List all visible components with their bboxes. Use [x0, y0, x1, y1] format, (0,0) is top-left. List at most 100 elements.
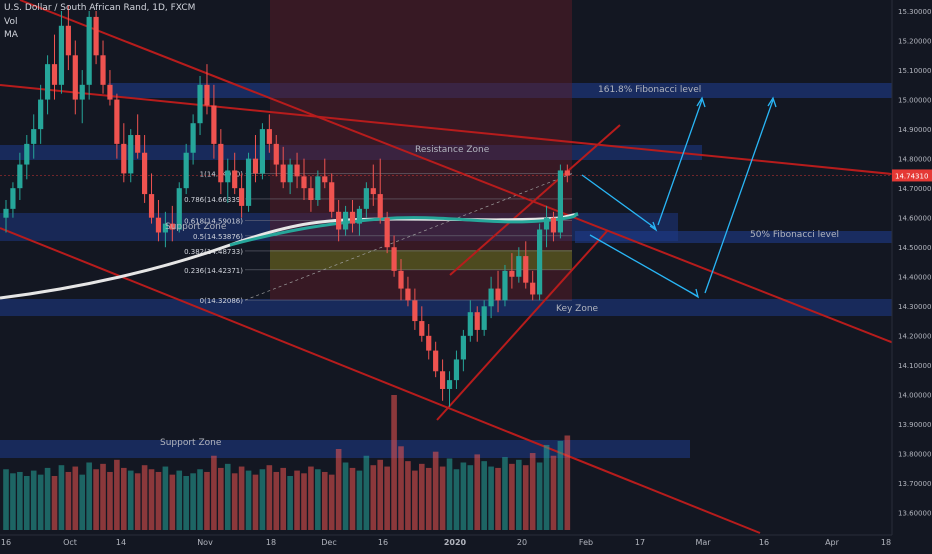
volume-bar	[356, 470, 363, 530]
volume-bar	[425, 467, 432, 530]
volume-indicator-label[interactable]: Vol	[4, 17, 18, 27]
time-axis-label: 18	[881, 538, 891, 547]
candle-body	[100, 55, 106, 85]
price-axis-label: 14.60000	[898, 215, 931, 223]
candle-body	[322, 176, 328, 183]
candle-body	[474, 312, 480, 330]
current-price-tag	[892, 169, 932, 182]
volume-bar	[474, 454, 481, 530]
fib-label: 0.618(14.59018)	[184, 218, 243, 226]
volume-bar	[93, 469, 99, 530]
candle-body	[86, 16, 92, 85]
time-axis-label: 16	[1, 538, 11, 547]
volume-bar	[564, 435, 571, 530]
candle-body	[336, 211, 342, 230]
volume-bar	[529, 453, 536, 530]
volume-bar	[419, 463, 425, 530]
candle-body	[557, 170, 563, 233]
volume-bar	[169, 474, 176, 530]
ma-indicator-label[interactable]: MA	[4, 30, 18, 40]
volume-bar	[335, 449, 342, 530]
candle-body	[218, 143, 224, 183]
volume-bar	[259, 469, 266, 530]
candle-body	[245, 158, 252, 206]
candle-body	[114, 99, 120, 144]
volume-bar	[121, 467, 127, 530]
candle-body	[481, 306, 487, 330]
volume-bar	[377, 459, 384, 530]
fib-label: 0.786(14.66339)	[184, 196, 243, 204]
fib-diagonal	[244, 173, 573, 301]
candle-body	[142, 152, 148, 195]
candle-body	[467, 312, 473, 336]
price-axis-label: 14.00000	[898, 392, 931, 400]
candle-body	[135, 135, 141, 153]
candle-body	[38, 99, 44, 130]
volume-bar	[308, 466, 314, 530]
volume-bar	[488, 466, 494, 530]
volume-bar	[155, 471, 162, 530]
volume-bar	[37, 474, 44, 530]
candle-body	[530, 282, 536, 295]
volume-bar	[79, 474, 86, 530]
candle-body	[44, 64, 51, 100]
candle-body	[10, 188, 16, 209]
candle-body	[419, 321, 425, 336]
price-axis-label: 15.30000	[898, 8, 931, 16]
volume-bar	[550, 455, 557, 530]
annotation-fib-50: 50% Fibonacci level	[750, 230, 839, 240]
volume-bar	[321, 471, 328, 530]
trendline-steep-descending	[19, 0, 932, 359]
annotation-support-lower: Support Zone	[160, 438, 222, 448]
volume-bar	[204, 471, 210, 530]
price-axis-label: 15.10000	[898, 67, 931, 75]
candle-body	[266, 129, 272, 144]
fib-label: 0(14.32086)	[200, 297, 244, 305]
volume-bar	[481, 461, 487, 530]
volume-bar	[183, 476, 189, 530]
ma-line-short	[229, 212, 579, 247]
candle-body	[537, 229, 543, 295]
time-axis[interactable]	[0, 535, 932, 550]
arrow-from-fib-50-to-161	[657, 99, 703, 226]
candle-body	[398, 270, 404, 289]
price-axis[interactable]	[892, 0, 932, 535]
volume-bar	[543, 444, 550, 530]
volume-bar	[162, 466, 169, 530]
candle-body	[543, 217, 550, 230]
candle-body	[412, 300, 418, 322]
volume-bar	[446, 458, 453, 530]
candle-body	[128, 135, 134, 174]
candle-body	[363, 188, 369, 209]
volume-bar	[502, 457, 508, 530]
candle-body	[162, 223, 168, 233]
zone-fib-50	[575, 231, 892, 243]
arrow-from-key-to-161	[704, 99, 774, 294]
candle-body	[488, 288, 494, 307]
volume-bar	[134, 473, 141, 530]
price-axis-label: 13.70000	[898, 480, 931, 488]
price-axis-label: 13.90000	[898, 421, 931, 429]
time-axis-label: Mar	[695, 538, 711, 547]
time-axis-label: Feb	[579, 538, 593, 547]
time-axis-label: Oct	[63, 538, 77, 547]
volume-bar	[342, 462, 349, 530]
candle-body	[495, 288, 501, 301]
zone-support-lower	[0, 440, 690, 458]
volume-bar	[453, 469, 460, 530]
fib-label: 0.236(14.42371)	[184, 267, 243, 275]
candle-body	[259, 129, 266, 174]
volume-bar	[114, 459, 120, 530]
volume-bar	[439, 466, 446, 530]
zone-key	[0, 299, 892, 316]
candle-body	[356, 208, 363, 224]
symbol-title: U.S. Dollar / South African Rand, 1D, FX…	[4, 3, 196, 13]
candle-body	[190, 123, 196, 153]
arrowhead	[696, 96, 706, 108]
volume-bar	[273, 471, 280, 530]
price-axis-label: 14.50000	[898, 244, 931, 252]
volume-bar	[509, 463, 515, 530]
candle-body	[460, 335, 466, 360]
